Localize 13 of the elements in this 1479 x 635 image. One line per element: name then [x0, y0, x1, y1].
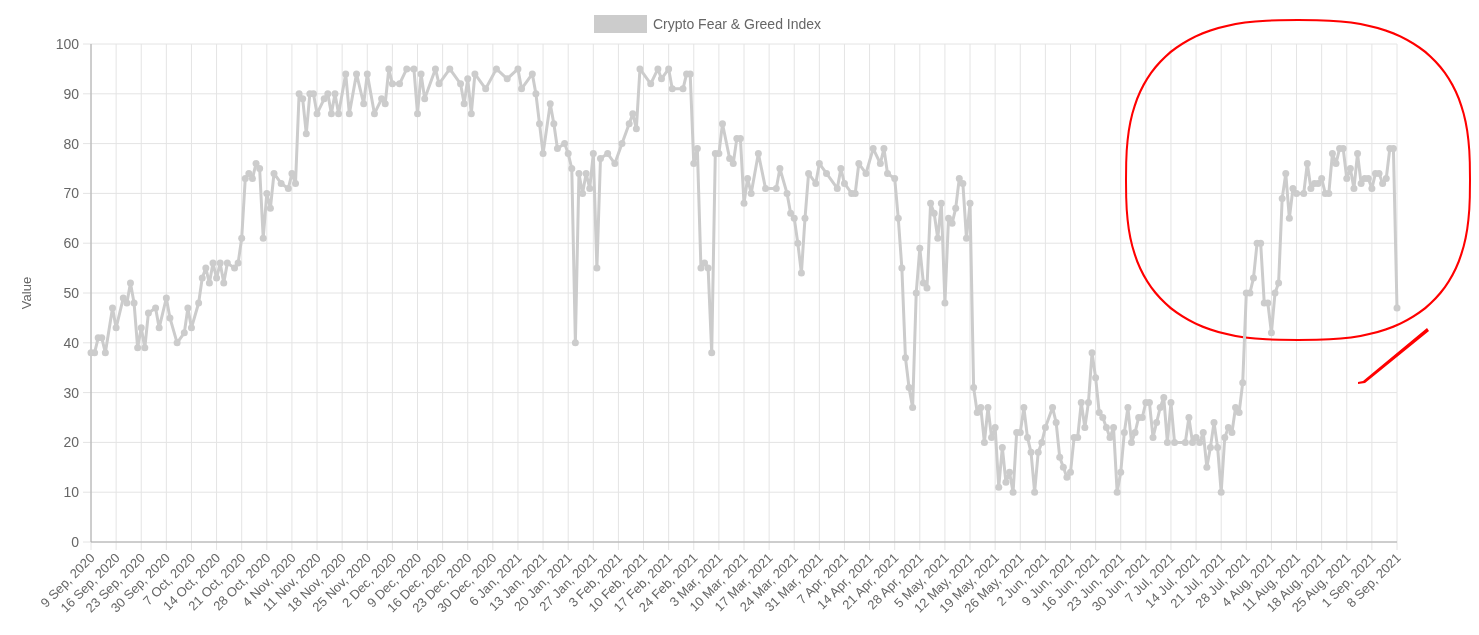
y-tick-label: 90: [63, 85, 80, 102]
y-tick-label: 40: [63, 334, 80, 351]
y-tick-label: 0: [71, 533, 80, 550]
y-tick-label: 60: [63, 235, 80, 252]
y-tick-label: 20: [63, 434, 80, 451]
y-tick-label: 10: [63, 484, 80, 501]
y-axis-title: Value: [19, 276, 34, 310]
y-tick-label: 100: [55, 35, 80, 52]
y-tick-label: 30: [63, 384, 80, 401]
legend-label: Crypto Fear & Greed Index: [653, 15, 822, 32]
y-tick-label: 50: [63, 284, 80, 301]
y-tick-label: 80: [63, 135, 80, 152]
y-tick-label: 70: [63, 185, 80, 202]
